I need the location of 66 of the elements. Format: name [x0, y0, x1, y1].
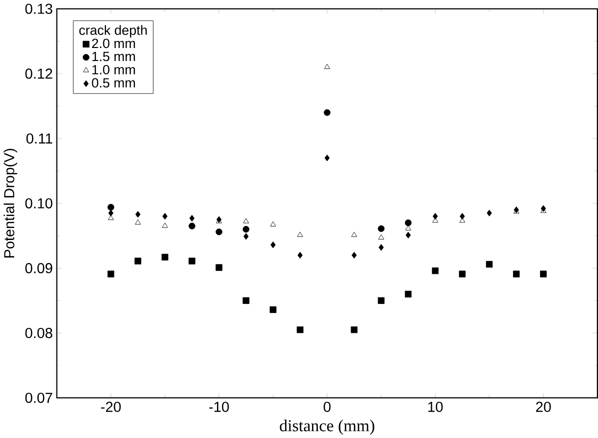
y-tick-label: 0.13 [25, 3, 52, 14]
point [460, 212, 465, 220]
point [108, 204, 114, 210]
point [378, 244, 384, 251]
point [162, 254, 168, 260]
y-tick-label: 0.08 [25, 328, 52, 338]
point [242, 226, 250, 232]
point [242, 297, 250, 304]
point [405, 225, 412, 230]
legend-label: 1.5 mm [92, 52, 135, 61]
point [540, 270, 547, 278]
point [458, 270, 466, 278]
point [486, 210, 492, 216]
y-tick-label: 0.09 [25, 262, 52, 274]
point [243, 218, 249, 224]
point [216, 228, 222, 235]
point [189, 214, 195, 222]
point [188, 258, 196, 264]
point [324, 109, 330, 116]
point [352, 252, 357, 258]
point [324, 154, 330, 162]
legend-label: 1.0 mm [92, 64, 135, 74]
point [378, 297, 385, 304]
point [135, 210, 140, 218]
point [134, 258, 142, 264]
y-tick-label: 0.10 [25, 198, 52, 208]
y-tick-label: 0.11 [26, 133, 52, 144]
legend-label: 2.0 mm [92, 38, 135, 48]
point [324, 64, 330, 69]
point [404, 290, 412, 298]
point [162, 222, 168, 228]
point [296, 326, 304, 333]
point [270, 306, 276, 313]
point [162, 212, 168, 220]
point [298, 252, 303, 258]
point [216, 264, 222, 271]
x-tick-label: 20 [536, 402, 551, 412]
y-axis-title: Potential Drop(V) [4, 148, 18, 258]
point [404, 219, 412, 226]
point [108, 210, 114, 216]
x-tick-label: 10 [428, 402, 443, 412]
point [297, 232, 304, 237]
y-tick-label: 0.07 [25, 392, 52, 403]
x-axis-title: distance (mm) [280, 419, 374, 435]
point [188, 222, 196, 230]
x-tick-label: -10 [209, 402, 229, 412]
point [378, 225, 385, 232]
point [432, 212, 438, 220]
x-tick-label: -20 [101, 402, 121, 412]
legend-title: crack depth [79, 24, 147, 38]
point [270, 241, 276, 248]
point [513, 270, 520, 278]
point [351, 232, 358, 237]
point [108, 270, 114, 278]
point [432, 267, 439, 274]
legend-label: 0.5 mm [92, 78, 135, 88]
x-tick-label: 0 [324, 402, 331, 412]
point [134, 219, 141, 224]
point [243, 232, 249, 240]
point [406, 232, 411, 238]
point [378, 234, 384, 240]
y-tick-label: 0.12 [25, 68, 52, 79]
point [540, 204, 546, 212]
point [350, 326, 358, 333]
point [270, 221, 276, 226]
point [486, 260, 493, 268]
